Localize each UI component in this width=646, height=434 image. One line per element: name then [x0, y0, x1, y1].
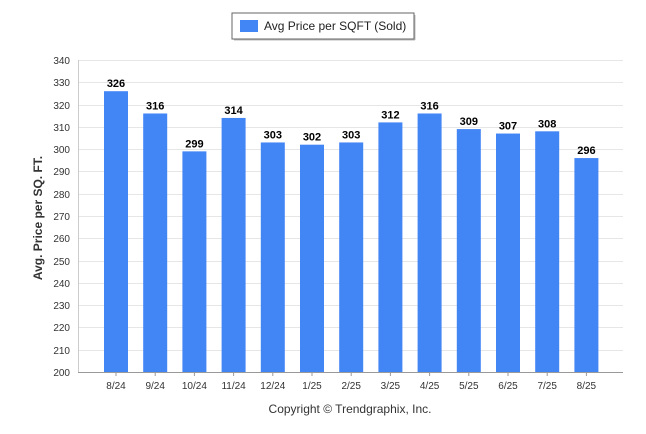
x-tick-label: 8/25 — [577, 381, 597, 392]
y-tick-label: 310 — [53, 123, 70, 134]
x-tick-label: 2/25 — [341, 381, 361, 392]
data-label: 316 — [146, 100, 164, 112]
copyright-text: Copyright © Trendgraphix, Inc. — [269, 402, 432, 416]
bar[interactable] — [182, 151, 207, 372]
legend-swatch — [240, 20, 258, 32]
data-label: 296 — [577, 145, 595, 157]
x-tick-label: 6/25 — [498, 381, 518, 392]
data-label: 303 — [264, 129, 282, 141]
y-tick-label: 290 — [53, 167, 70, 178]
bar[interactable] — [496, 133, 520, 372]
y-tick-label: 280 — [53, 190, 70, 201]
data-label: 312 — [381, 109, 399, 121]
data-label: 307 — [499, 121, 517, 133]
x-tick-label: 7/25 — [537, 381, 557, 392]
y-tick-label: 220 — [53, 323, 70, 334]
bar[interactable] — [260, 142, 285, 372]
data-label: 326 — [107, 78, 125, 90]
bar[interactable] — [417, 113, 442, 372]
x-tick-label: 3/25 — [381, 381, 401, 392]
bar[interactable] — [378, 122, 403, 373]
data-labels: 326 316 299 314 303 302 303 312 316 309 307 308 296 — [107, 78, 596, 157]
x-tick-label: 5/25 — [459, 381, 479, 392]
y-tick-label: 250 — [53, 257, 70, 268]
x-tick-label: 11/24 — [221, 381, 246, 392]
y-axis-title: Avg. Price per SQ. FT. — [31, 156, 45, 280]
legend-box — [231, 12, 415, 40]
x-tick-label: 8/24 — [106, 381, 126, 392]
y-tick-label: 300 — [53, 145, 70, 156]
legend[interactable]: Avg Price per SQFT (Sold) — [231, 12, 416, 41]
y-tick-label: 240 — [53, 279, 70, 290]
y-tick-label: 200 — [53, 368, 70, 379]
y-tick-label: 260 — [53, 234, 70, 245]
y-tick-label: 320 — [53, 101, 70, 112]
y-tick-label: 270 — [53, 212, 70, 223]
bar[interactable] — [221, 117, 246, 372]
bar-series — [104, 91, 599, 373]
bar[interactable] — [574, 158, 599, 372]
y-axis-ticks: 200 210 220 230 240 250 260 270 280 290 300 310 320 3… — [53, 56, 70, 379]
data-label: 316 — [420, 100, 438, 112]
y-tick-label: 340 — [53, 56, 70, 67]
x-tick-label: 9/24 — [145, 381, 165, 392]
bar[interactable] — [300, 144, 324, 372]
x-tick-label: 10/24 — [182, 381, 207, 392]
axes — [78, 60, 623, 373]
bar[interactable] — [104, 91, 128, 372]
bar[interactable] — [339, 142, 364, 372]
y-tick-label: 330 — [53, 78, 70, 89]
data-label: 308 — [538, 118, 556, 130]
bar[interactable] — [456, 129, 481, 372]
y-tick-label: 230 — [53, 301, 70, 312]
x-tick-label: 12/24 — [260, 381, 285, 392]
y-tick-label: 210 — [53, 346, 70, 357]
data-label: 299 — [185, 138, 203, 150]
data-label: 303 — [342, 129, 360, 141]
x-tick-label: 4/25 — [420, 381, 440, 392]
data-label: 314 — [224, 105, 243, 117]
legend-label: Avg Price per SQFT (Sold) — [264, 19, 406, 33]
x-axis-ticks: 8/24 9/24 10/24 11/24 12/24 1/25 2/25 3/25 4/25 5… — [106, 372, 597, 392]
bar[interactable] — [143, 113, 168, 372]
x-tick-label: 1/25 — [302, 381, 322, 392]
bar[interactable] — [535, 131, 560, 372]
data-label: 302 — [303, 132, 321, 144]
data-label: 309 — [460, 116, 478, 128]
